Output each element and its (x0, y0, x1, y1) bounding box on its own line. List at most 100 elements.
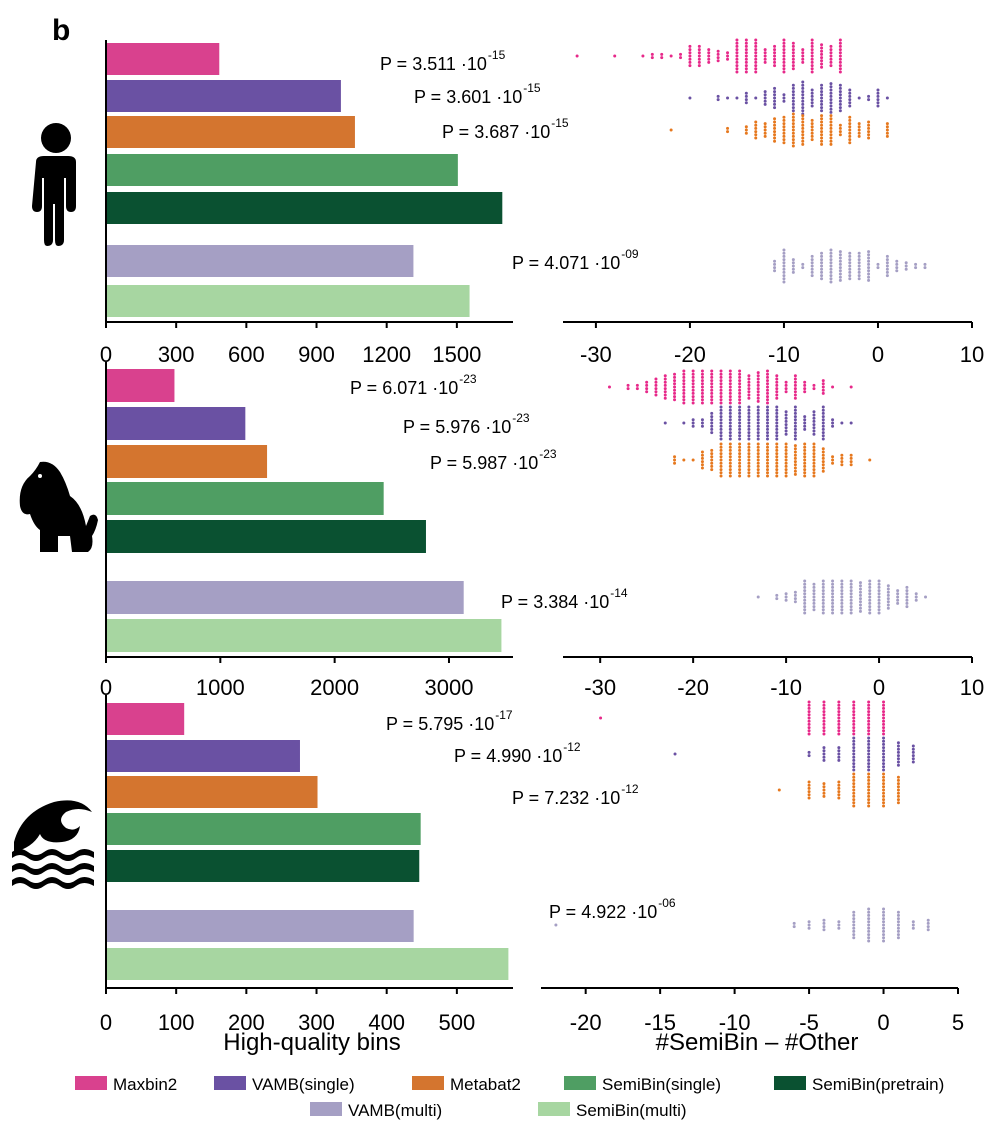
dot-metabat2 (801, 120, 805, 124)
dot-maxbin2 (688, 54, 692, 58)
dot-vamb-single (801, 86, 805, 90)
dot-metabat2 (801, 139, 805, 143)
swarm-x-tick-label: -10 (719, 1010, 751, 1035)
dot-vamb-single (782, 93, 786, 97)
dot-vamb-single (801, 93, 805, 97)
dot-maxbin2 (820, 49, 824, 53)
dot-vamb-single (782, 99, 786, 103)
dot-maxbin2 (688, 44, 692, 48)
dot-maxbin2 (882, 700, 886, 704)
dot-metabat2 (719, 464, 723, 468)
dot-vamb-single (812, 423, 816, 427)
dot-vamb-multi (905, 605, 909, 609)
dot-vamb-single (744, 91, 748, 95)
dot-vamb-single (726, 96, 730, 100)
dot-metabat2 (812, 442, 816, 446)
dot-vamb-single (719, 421, 723, 425)
dot-metabat2 (801, 130, 805, 134)
dot-vamb-multi (905, 589, 909, 593)
dot-metabat2 (791, 131, 795, 135)
dot-vamb-single (784, 413, 788, 417)
dot-metabat2 (810, 138, 814, 142)
dot-maxbin2 (810, 44, 814, 48)
dot-vamb-single (775, 408, 779, 412)
dot-vamb-single (756, 431, 760, 435)
dot-vamb-multi (911, 926, 915, 930)
bar-maxbin2 (107, 369, 175, 402)
dot-vamb-multi (831, 595, 835, 599)
dot-metabat2 (766, 452, 769, 456)
dot-vamb-single (829, 104, 833, 108)
dot-vamb-single (793, 405, 797, 409)
dot-vamb-single (812, 416, 816, 420)
dot-maxbin2 (673, 398, 677, 402)
dot-maxbin2 (782, 57, 786, 61)
dot-maxbin2 (682, 372, 686, 376)
dot-vamb-multi (896, 917, 900, 921)
dot-vamb-multi (840, 585, 844, 589)
dot-vamb-multi (911, 923, 915, 927)
p-value-exponent: -15 (551, 116, 569, 130)
dot-vamb-multi (803, 592, 807, 596)
dot-metabat2 (766, 442, 769, 446)
dot-vamb-single (775, 415, 779, 419)
dot-vamb-single (747, 421, 751, 425)
dot-vamb-multi (829, 248, 833, 252)
dot-metabat2 (812, 448, 816, 452)
dot-vamb-multi (803, 585, 807, 589)
dot-maxbin2 (793, 390, 797, 394)
dot-vamb-multi (877, 582, 881, 586)
swarm-x-tick-label: 5 (952, 1010, 964, 1035)
dot-metabat2 (710, 468, 714, 472)
legend-label-maxbin2: Maxbin2 (113, 1075, 177, 1094)
dot-vamb-single (766, 418, 769, 422)
dot-maxbin2 (635, 387, 639, 391)
bar-x-tick-label: 3000 (425, 675, 474, 700)
dot-metabat2 (710, 452, 714, 456)
dot-vamb-multi (831, 605, 835, 609)
dot-vamb-multi (810, 254, 814, 258)
dot-vamb-single (821, 424, 825, 428)
dot-metabat2 (747, 448, 751, 452)
dot-vamb-single (896, 763, 900, 767)
dot-vamb-multi (829, 251, 833, 255)
dot-metabat2 (807, 793, 811, 797)
dot-vamb-multi (822, 925, 826, 929)
dot-vamb-single (829, 98, 833, 102)
dot-vamb-single (829, 85, 833, 89)
dot-maxbin2 (728, 388, 732, 392)
dot-metabat2 (867, 794, 871, 798)
dot-maxbin2 (669, 54, 673, 58)
dot-vamb-single (691, 424, 695, 428)
p-value-label: P = 4.990 ·10 (454, 746, 562, 766)
dot-vamb-multi (867, 253, 871, 257)
dot-maxbin2 (710, 401, 714, 405)
dot-metabat2 (837, 793, 841, 797)
dot-metabat2 (793, 447, 797, 451)
dot-maxbin2 (754, 38, 758, 42)
dot-maxbin2 (710, 375, 714, 379)
dot-vamb-single (719, 411, 723, 415)
bar-x-tick-label: 2000 (310, 675, 359, 700)
dot-vamb-multi (868, 605, 872, 609)
dot-maxbin2 (710, 369, 714, 373)
dot-maxbin2 (775, 396, 779, 400)
dot-vamb-multi (896, 601, 900, 605)
dot-maxbin2 (691, 401, 695, 405)
dot-metabat2 (773, 136, 777, 140)
dot-vamb-single (747, 431, 751, 435)
dot-vamb-single (911, 747, 915, 751)
dot-metabat2 (782, 122, 786, 126)
dot-vamb-multi (803, 579, 807, 583)
dot-vamb-single (820, 90, 824, 94)
dot-maxbin2 (738, 401, 742, 405)
legend-swatch-metabat2 (412, 1076, 444, 1090)
dot-metabat2 (782, 138, 786, 142)
dot-vamb-multi (849, 579, 853, 583)
dot-vamb-multi (848, 270, 852, 274)
dot-vamb-single (810, 94, 814, 98)
dot-vamb-single (840, 421, 844, 425)
dot-metabat2 (801, 126, 805, 130)
dot-vamb-single (896, 757, 900, 761)
dot-vamb-single (812, 429, 816, 433)
